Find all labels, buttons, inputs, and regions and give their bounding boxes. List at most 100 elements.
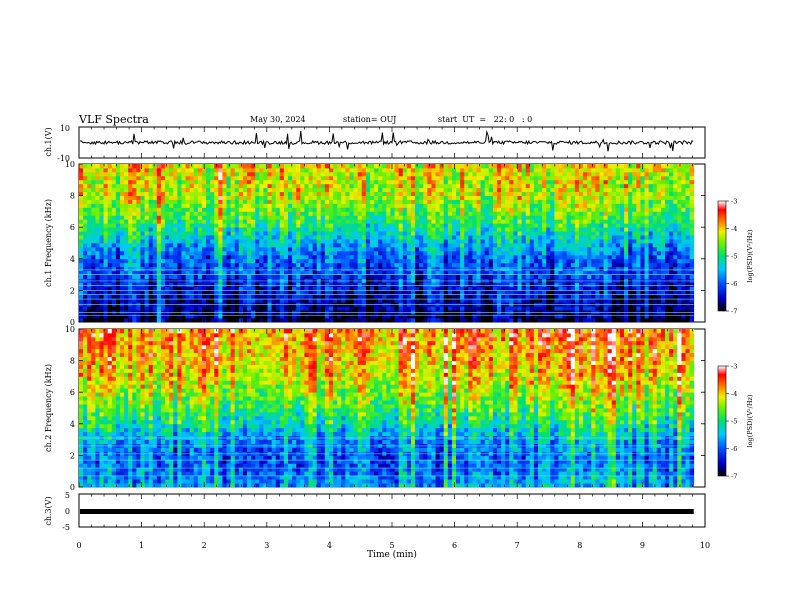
spectrogram-cell [259,298,264,303]
spectrogram-cell [341,175,346,181]
spectrogram-cell [234,243,240,248]
spectrogram-cell [230,175,236,181]
spectrogram-cell [95,171,100,177]
spectrogram-cell [267,258,273,264]
spectrogram-cell [312,290,318,295]
spectrogram-cell [165,207,170,212]
spectrogram-cell [140,199,145,204]
spectrogram-cell [427,171,432,177]
spectrogram-cell [410,235,416,240]
spectrogram-cell [275,219,281,224]
spectrogram-cell [583,191,588,196]
spectrogram-cell [423,254,428,260]
spectrogram-cell [410,195,416,200]
spectrogram-cell [517,270,523,275]
spectrogram-cell [472,274,477,279]
spectrogram-cell [550,171,555,177]
spectrogram-cell [156,223,162,228]
spectrogram-cell [456,254,461,260]
spectrogram-cell [456,298,461,303]
spectrogram-cell [566,164,572,169]
spectrogram-cell [386,258,391,264]
spectrogram-cell [451,266,457,272]
spectrogram-cell [181,294,186,299]
spectrogram-cell [513,171,518,177]
spectrogram-cell [296,231,301,236]
spectrogram-cell [554,306,559,311]
spectrogram-cell [460,211,465,216]
spectrogram-cell [226,227,232,232]
spectrogram-cell [165,211,170,216]
spectrogram-cell [173,227,178,232]
spectrogram-cell [136,211,141,216]
spectrogram-cell [570,223,576,228]
spectrogram-cell [517,183,523,189]
spectrogram-cell [337,306,342,311]
spectrogram-cell [83,191,88,196]
spectrogram-cell [443,219,449,224]
spectrogram-cell [484,266,490,272]
spectrogram-cell [83,235,88,240]
spectrogram-cell [501,187,506,193]
spectrogram-cell [197,183,203,189]
spectrogram-cell [324,270,330,275]
spectrogram-cell [529,199,535,204]
spectrogram-cell [124,191,129,196]
spectrogram-cell [447,262,453,268]
spectrogram-cell [398,266,404,272]
spectrogram-cell [165,282,170,287]
spectrogram-cell [390,199,395,204]
spectrogram-cell [386,171,391,177]
spectrogram-cell [242,235,248,240]
spectrogram-cell [283,286,289,291]
spectrogram-cell [103,294,109,299]
spectrogram-cell [390,183,395,189]
spectrogram-cell [328,207,334,212]
spectrogram-cell [324,171,330,177]
spectrogram-cell [296,314,301,319]
spectrogram-cell [497,314,502,319]
spectrogram-cell [259,215,264,220]
spectrogram-cell [443,191,449,196]
spectrogram-cell [95,290,100,295]
spectrogram-cell [337,215,342,220]
spectrogram-cell [124,239,129,244]
spectrogram-cell [91,199,96,204]
spectrogram-cell [468,203,473,208]
spectrogram-cell [374,258,379,264]
spectrogram-cell [152,231,158,236]
spectrogram-cell [267,183,273,189]
spectrogram-cell [562,306,568,311]
spectrogram-cell [484,231,490,236]
spectrogram-cell [484,258,490,264]
spectrogram-cell [550,195,555,200]
spectrogram-cell [304,250,309,256]
spectrogram-cell [271,199,277,204]
spectrogram-cell [382,171,387,177]
spectrogram-cell [570,164,576,169]
spectrogram-cell [505,243,510,248]
spectrogram-cell [279,223,285,228]
spectrogram-cell [566,254,572,260]
spectrogram-cell [193,274,199,279]
spectrogram-cell [124,258,129,264]
spectrogram-cell [279,171,285,177]
spectrogram-cell [353,254,359,260]
spectrogram-cell [218,191,223,196]
spectrogram-cell [386,223,391,228]
spectrogram-cell [308,290,313,295]
spectrogram-cell [320,223,326,228]
spectrogram-cell [218,199,223,204]
spectrogram-cell [497,179,502,185]
spectrogram-cell [533,314,539,319]
spectrogram-cell [542,286,547,291]
spectrogram-cell [460,246,465,252]
spectrogram-cell [156,318,162,323]
spectrogram-cell [439,199,445,204]
spectrogram-cell [259,211,264,216]
spectrogram-cell [296,183,301,189]
spectrogram-cell [95,318,100,323]
spectrogram-cell [308,227,313,232]
spectrogram-cell [529,164,535,169]
spectrogram-cell [267,223,273,228]
